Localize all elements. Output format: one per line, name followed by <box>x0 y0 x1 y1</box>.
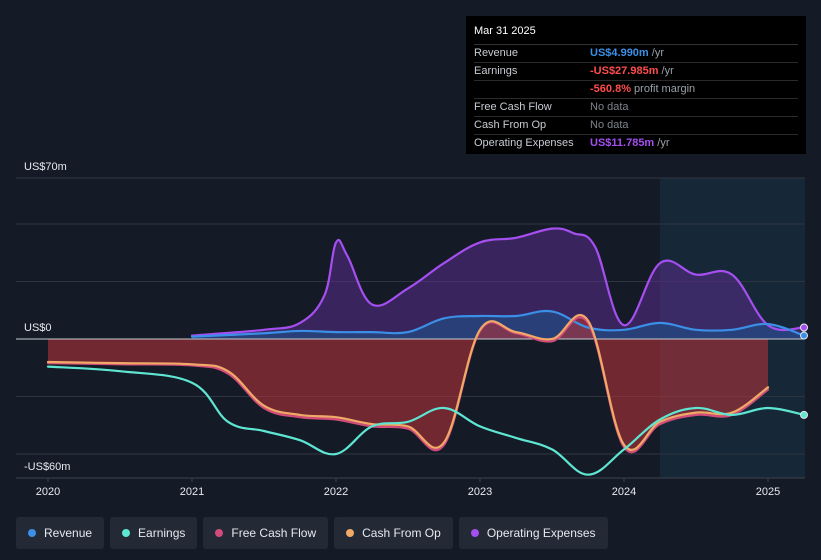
legend-label: Cash From Op <box>362 526 441 540</box>
y-tick-label: US$70m <box>24 161 67 173</box>
tooltip-rows: Revenue US$4.990m /yr Earnings -US$27.985m … <box>474 45 798 152</box>
legend-label: Operating Expenses <box>486 526 596 540</box>
tooltip-value-number: -560.8% <box>590 83 631 95</box>
line-operating-expenses[interactable] <box>190 227 806 337</box>
legend-item-revenue[interactable]: Revenue <box>16 517 105 549</box>
tooltip-value-unit: /yr <box>654 137 670 149</box>
legend-label: Earnings <box>138 526 186 540</box>
legend-dot-icon <box>346 529 355 537</box>
endpoint-earnings <box>800 410 808 419</box>
tooltip-row-label: Free Cash Flow <box>474 101 552 113</box>
legend-item-earnings[interactable]: Earnings <box>110 517 198 549</box>
legend-dot-icon <box>470 529 479 537</box>
series-lines <box>46 227 806 476</box>
y-tick-label: US$0 <box>24 322 52 334</box>
tooltip-row-value: US$4.990m /yr <box>590 45 664 62</box>
chart-legend: Revenue Earnings Free Cash Flow Cash From O… <box>16 517 608 549</box>
tooltip-row-value: No data <box>590 99 629 116</box>
line-cash-from-op[interactable] <box>46 313 770 451</box>
legend-item-operating-expenses[interactable]: Operating Expenses <box>458 517 608 549</box>
data-tooltip: Mar 31 2025 Revenue US$4.990m /yr Earnings… <box>466 16 806 154</box>
tooltip-row-label: Cash From Op <box>474 119 547 131</box>
line-earnings[interactable] <box>46 365 806 476</box>
line-revenue[interactable] <box>190 309 806 338</box>
endpoint-revenue <box>800 331 808 340</box>
tooltip-value-number: No data <box>590 101 629 113</box>
x-tick-label: 2024 <box>612 486 636 498</box>
tooltip-value-number: No data <box>590 119 629 131</box>
tooltip-value-unit: /yr <box>658 65 674 77</box>
tooltip-row: Earnings -US$27.985m /yr <box>474 63 798 81</box>
tooltip-row-value: No data <box>590 117 629 134</box>
tooltip-value-number: -US$27.985m <box>590 65 659 77</box>
tooltip-row: Free Cash Flow No data <box>474 99 798 117</box>
legend-label: Free Cash Flow <box>231 526 317 540</box>
legend-dot-icon <box>28 529 36 537</box>
legend-dot-icon <box>122 529 131 537</box>
series-endpoints <box>800 323 808 419</box>
area-operating-expenses <box>192 228 804 339</box>
endpoint-operating-expenses <box>800 323 808 332</box>
area-free-cash-flow <box>48 317 768 453</box>
y-tick-label: -US$60m <box>24 461 70 473</box>
tooltip-date: Mar 31 2025 <box>474 24 798 45</box>
legend-item-free-cash-flow[interactable]: Free Cash Flow <box>203 517 329 549</box>
tooltip-row-label: Earnings <box>474 65 518 77</box>
y-axis-labels: US$70m US$0 -US$60m <box>24 161 70 473</box>
tooltip-value-unit: profit margin <box>630 83 696 95</box>
x-tick-label: 2020 <box>36 486 60 498</box>
x-axis-labels: 2020 2021 2022 2023 2024 2025 <box>36 478 780 498</box>
legend-item-cash-from-op[interactable]: Cash From Op <box>334 517 453 549</box>
tooltip-value-number: US$4.990m <box>590 47 649 59</box>
x-tick-label: 2025 <box>756 486 780 498</box>
tooltip-row: Cash From Op No data <box>474 117 798 135</box>
legend-dot-icon <box>215 529 224 537</box>
tooltip-row-value: US$11.785m /yr <box>590 135 670 152</box>
x-tick-label: 2022 <box>324 486 348 498</box>
x-tick-label: 2021 <box>180 486 204 498</box>
tooltip-row: Revenue US$4.990m /yr <box>474 45 798 63</box>
tooltip-row-label: Revenue <box>474 47 519 59</box>
tooltip-value-unit: /yr <box>648 47 664 59</box>
tooltip-row: Operating Expenses US$11.785m /yr <box>474 135 798 152</box>
tooltip-row-value: -560.8% profit margin <box>590 81 695 98</box>
tooltip-row-value: -US$27.985m /yr <box>590 63 674 80</box>
tooltip-row: -560.8% profit margin <box>474 81 798 99</box>
tooltip-value-number: US$11.785m <box>590 137 655 149</box>
tooltip-row-label <box>474 81 590 98</box>
x-tick-label: 2023 <box>468 486 492 498</box>
tooltip-row-label: Operating Expenses <box>474 137 574 149</box>
legend-label: Revenue <box>44 526 93 540</box>
